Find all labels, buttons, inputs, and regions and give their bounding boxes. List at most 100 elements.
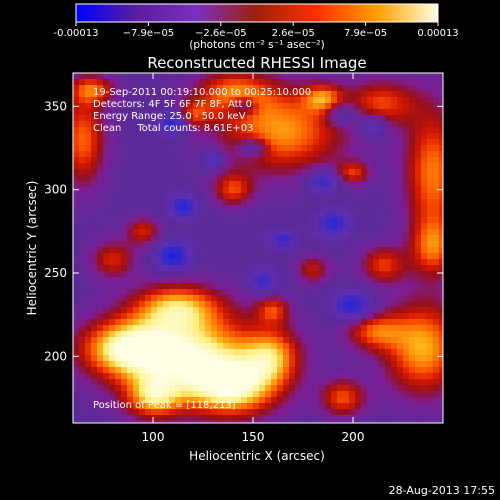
heatmap-cell (367, 169, 374, 176)
heatmap-cell (151, 313, 158, 320)
heatmap-cell (127, 217, 134, 224)
heatmap-cell (193, 187, 200, 194)
heatmap-cell (277, 307, 284, 314)
colorbar: -0.00013 −7.9e−05 −2.6e−05 2.6e−05 7.9e−05 0.… (54, 3, 459, 51)
heatmap-cell (211, 175, 218, 182)
heatmap-cell (427, 337, 434, 344)
heatmap-cell (415, 151, 422, 158)
heatmap-cell (133, 97, 140, 104)
heatmap-cell (145, 265, 152, 272)
heatmap-cell (109, 205, 116, 212)
heatmap-cell (139, 277, 146, 284)
heatmap-cell (397, 181, 404, 188)
heatmap-cell (151, 259, 158, 266)
heatmap-cell (115, 373, 122, 380)
heatmap-cell (217, 85, 224, 92)
heatmap-cell (121, 157, 128, 164)
heatmap-cell (361, 181, 368, 188)
heatmap-cell (139, 391, 146, 398)
heatmap-cell (199, 217, 206, 224)
heatmap-cell (259, 193, 266, 200)
heatmap-cell (151, 355, 158, 362)
heatmap-cell (229, 295, 236, 302)
heatmap-cell (313, 253, 320, 260)
heatmap-cell (121, 319, 128, 326)
heatmap-cell (295, 385, 302, 392)
heatmap-cell (175, 199, 182, 206)
heatmap-cell (385, 163, 392, 170)
heatmap-cell (325, 235, 332, 242)
heatmap-cell (85, 343, 92, 350)
heatmap-cell (265, 241, 272, 248)
heatmap-cell (139, 283, 146, 290)
heatmap-cell (283, 337, 290, 344)
heatmap-cell (391, 403, 398, 410)
heatmap-cell (151, 379, 158, 386)
heatmap-cell (289, 277, 296, 284)
heatmap-cell (157, 373, 164, 380)
heatmap-cell (85, 397, 92, 404)
heatmap-cell (367, 307, 374, 314)
heatmap-cell (253, 73, 260, 80)
heatmap-cell (139, 223, 146, 230)
heatmap-cell (241, 133, 248, 140)
heatmap-cell (415, 409, 422, 416)
heatmap-cell (205, 289, 212, 296)
heatmap-cell (319, 319, 326, 326)
heatmap-cell (223, 151, 230, 158)
heatmap-cell (127, 307, 134, 314)
heatmap-cell (145, 289, 152, 296)
heatmap-cell (211, 133, 218, 140)
heatmap-cell (241, 391, 248, 398)
heatmap-cell (97, 199, 104, 206)
heatmap-cell (301, 199, 308, 206)
heatmap-cell (175, 157, 182, 164)
heatmap-cell (295, 145, 302, 152)
heatmap-cell (295, 109, 302, 116)
heatmap-cell (265, 337, 272, 344)
heatmap-cell (187, 211, 194, 218)
heatmap-cell (295, 403, 302, 410)
heatmap-cell (385, 145, 392, 152)
heatmap-cell (115, 403, 122, 410)
heatmap-cell (85, 379, 92, 386)
heatmap-cell (385, 157, 392, 164)
heatmap-cell (403, 343, 410, 350)
heatmap-cell (229, 79, 236, 86)
heatmap-cell (127, 133, 134, 140)
heatmap-cell (199, 409, 206, 416)
heatmap-cell (325, 229, 332, 236)
heatmap-cell (277, 349, 284, 356)
heatmap-cell (163, 103, 170, 110)
heatmap-cell (283, 247, 290, 254)
heatmap-cell (151, 217, 158, 224)
heatmap-cell (373, 277, 380, 284)
heatmap-cell (145, 199, 152, 206)
heatmap-cell (133, 157, 140, 164)
heatmap-cell (439, 223, 444, 230)
heatmap-cell (301, 151, 308, 158)
heatmap-cell (283, 283, 290, 290)
heatmap-cell (301, 103, 308, 110)
heatmap-cell (265, 343, 272, 350)
heatmap-cell (187, 229, 194, 236)
heatmap-cell (373, 115, 380, 122)
heatmap-cell (265, 85, 272, 92)
heatmap-cell (427, 379, 434, 386)
heatmap-cell (169, 91, 176, 98)
y-tick-label: 250 (44, 266, 67, 280)
heatmap-cell (427, 421, 434, 424)
heatmap-cell (199, 289, 206, 296)
heatmap-cell (181, 133, 188, 140)
heatmap-cell (397, 397, 404, 404)
heatmap-cell (343, 73, 350, 80)
heatmap-cell (247, 187, 254, 194)
heatmap-cell (187, 415, 194, 422)
heatmap-cell (139, 217, 146, 224)
heatmap-cell (373, 163, 380, 170)
heatmap-cell (133, 169, 140, 176)
heatmap-cell (337, 373, 344, 380)
x-tick-label: 100 (142, 430, 165, 444)
heatmap-cell (157, 295, 164, 302)
